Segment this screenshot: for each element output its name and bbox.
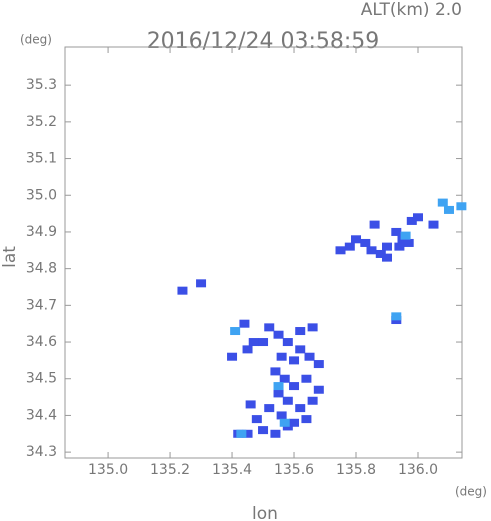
echo-point — [295, 404, 306, 413]
echo-point — [270, 429, 281, 438]
x-tick-label: 136.0 — [398, 462, 438, 478]
echo-point — [177, 286, 188, 295]
echo-point — [282, 338, 293, 347]
echo-point — [366, 246, 377, 255]
echo-point — [289, 382, 300, 391]
echo-point — [351, 235, 362, 244]
echo-point — [295, 345, 306, 354]
echo-point — [248, 338, 259, 347]
echo-point — [382, 253, 393, 262]
echo-point — [369, 220, 380, 229]
echo-point — [273, 389, 284, 398]
echo-point — [258, 338, 269, 347]
echo-point — [403, 238, 414, 247]
echo-point — [236, 429, 247, 438]
echo-point — [245, 400, 256, 409]
x-tick-label: 135.2 — [150, 462, 190, 478]
echo-point — [391, 227, 402, 236]
echo-point — [428, 220, 439, 229]
echo-point — [400, 231, 411, 240]
echo-point — [344, 242, 355, 251]
echo-point — [375, 249, 386, 258]
echo-point — [242, 345, 253, 354]
x-tick-label: 135.8 — [336, 462, 376, 478]
x-tick-label: 135.6 — [274, 462, 314, 478]
echo-point — [304, 352, 315, 361]
y-tick-label: 34.3 — [26, 444, 57, 460]
echo-point — [289, 356, 300, 365]
x-tick-label: 135.4 — [212, 462, 252, 478]
chart-subtitle: ALT(km) 2.0 — [361, 0, 462, 20]
echo-point — [295, 327, 306, 336]
echo-point — [251, 415, 262, 424]
echo-point — [264, 323, 275, 332]
y-tick-label: 35.2 — [26, 114, 57, 130]
chart-title: 2016/12/24 03:58:59 — [147, 29, 380, 54]
echo-point — [279, 418, 290, 427]
echo-point — [307, 396, 318, 405]
echo-point — [335, 246, 346, 255]
echo-point — [276, 411, 287, 420]
echo-point — [360, 238, 371, 247]
y-axis-label: lat — [0, 246, 20, 268]
y-tick-label: 34.7 — [26, 297, 57, 313]
echo-point — [412, 213, 423, 222]
echo-point — [313, 360, 324, 369]
y-tick-label: 34.5 — [26, 371, 57, 387]
echo-point — [230, 327, 241, 336]
echo-point — [391, 312, 402, 321]
echo-point — [279, 374, 290, 383]
echo-point — [443, 205, 454, 214]
echo-point — [406, 216, 417, 225]
y-tick-label: 35.3 — [26, 77, 57, 93]
y-unit: (deg) — [20, 33, 52, 47]
echo-point — [242, 429, 253, 438]
echo-point — [270, 367, 281, 376]
echo-point — [273, 330, 284, 339]
x-tick-label: 135.0 — [88, 462, 128, 478]
echo-point — [196, 279, 207, 288]
echo-point — [276, 352, 287, 361]
echo-point — [282, 396, 293, 405]
echo-point — [307, 323, 318, 332]
y-tick-label: 34.9 — [26, 224, 57, 240]
y-tick-label: 34.8 — [26, 261, 57, 277]
echo-point — [382, 242, 393, 251]
y-tick-label: 34.6 — [26, 334, 57, 350]
echo-point — [273, 382, 284, 391]
echo-point — [289, 418, 300, 427]
echo-point — [394, 242, 405, 251]
y-tick-label: 35.1 — [26, 151, 57, 167]
echo-point — [456, 202, 467, 211]
echo-point — [264, 404, 275, 413]
echo-point — [227, 352, 238, 361]
echo-point — [239, 319, 250, 328]
echo-point — [301, 374, 312, 383]
x-axis-label: lon — [252, 504, 278, 521]
echo-point — [301, 415, 312, 424]
echo-point — [258, 426, 269, 435]
echo-point — [313, 385, 324, 394]
y-tick-label: 35.0 — [26, 187, 57, 203]
echo-point — [437, 198, 448, 207]
y-tick-label: 34.4 — [26, 407, 57, 423]
x-unit: (deg) — [455, 485, 487, 499]
plot-frame — [64, 46, 463, 459]
